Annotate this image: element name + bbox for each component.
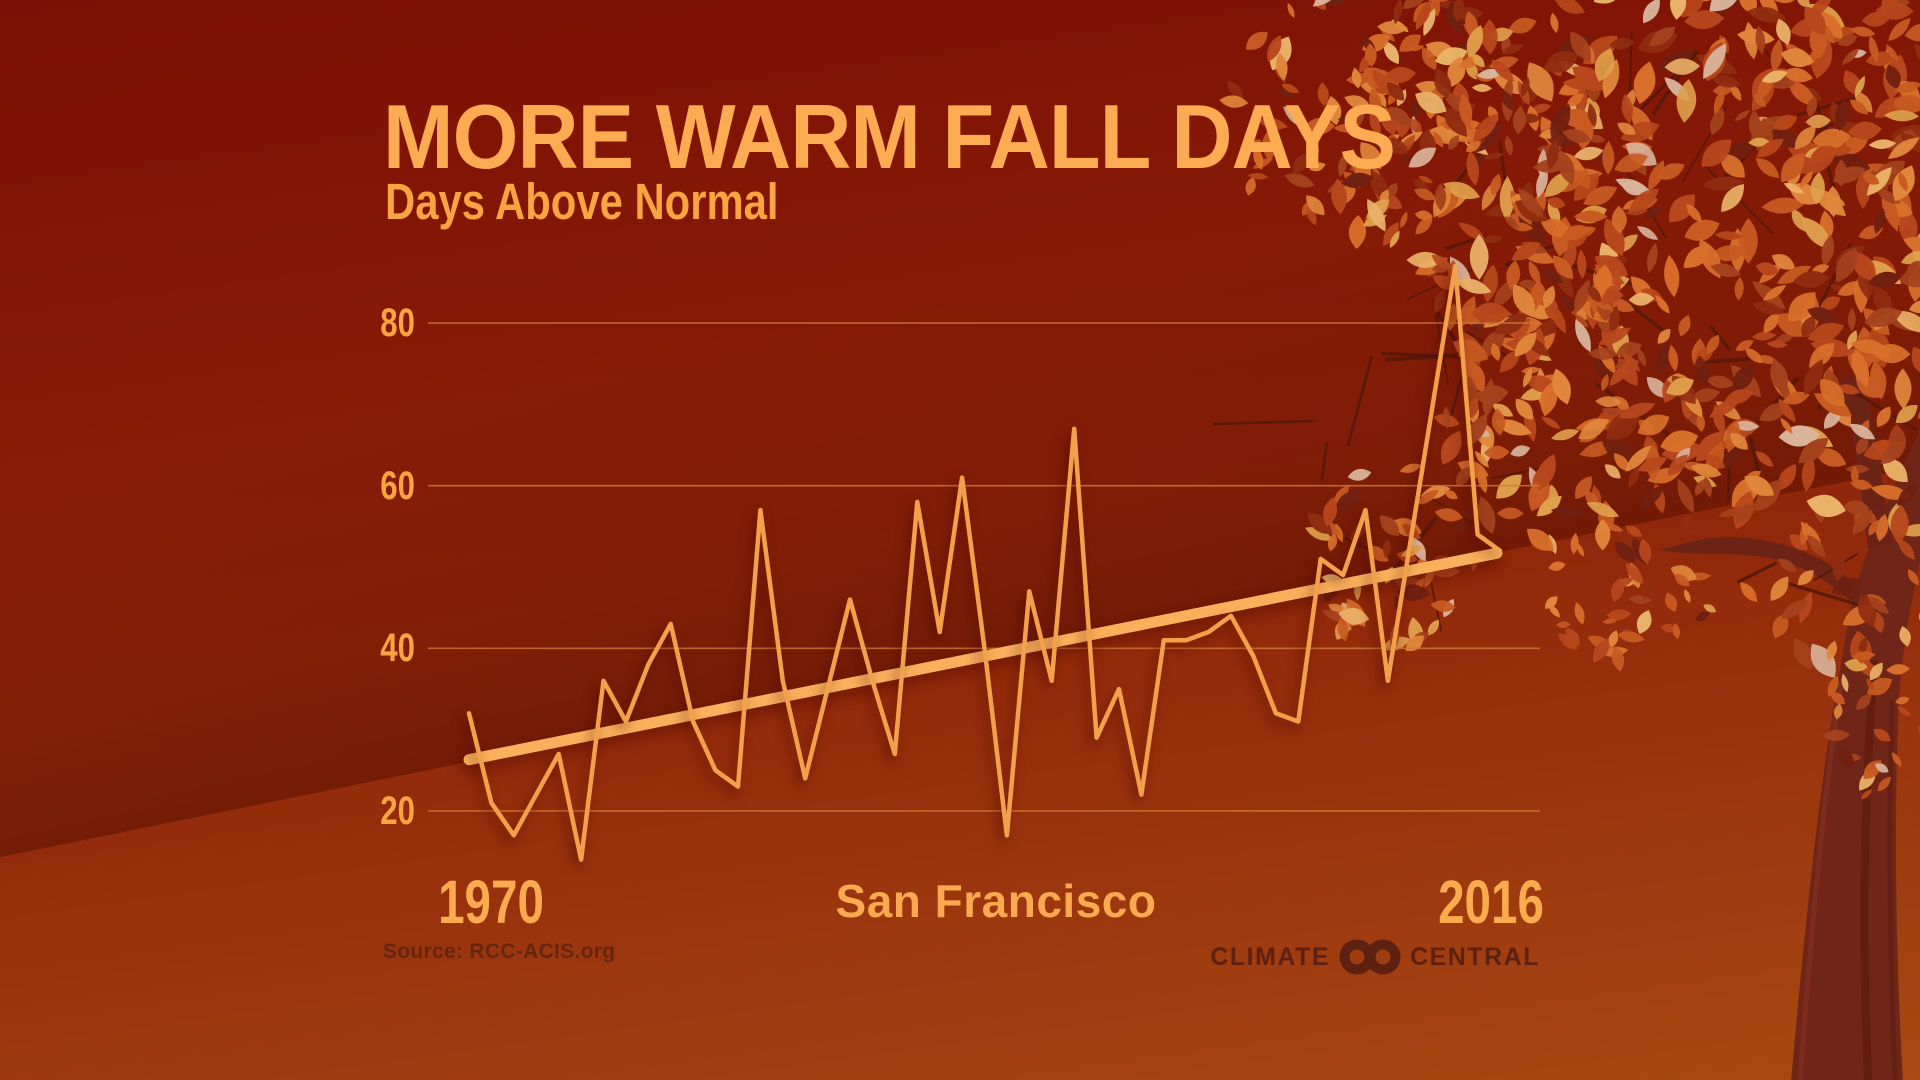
x-axis-start-year-label: 1970 [438,868,544,936]
page-subtitle: Days Above Normal [385,173,779,230]
logo-word-climate: CLIMATE [1210,942,1331,971]
page-title: MORE WARM FALL DAYS [383,87,1396,188]
interlocked-rings-icon [1339,939,1401,975]
data-line [466,263,1503,862]
x-axis-end-year-label: 2016 [1438,868,1544,936]
y-tick-label: 20 [380,788,415,833]
y-tick-label: 80 [380,301,415,346]
climate-central-logo: CLIMATE CENTRAL [1210,939,1540,975]
logo-word-central: CENTRAL [1410,942,1540,971]
tree-leaves [1219,0,1920,800]
y-tick-label: 60 [380,463,415,508]
gridlines [428,322,1540,812]
source-credit: Source: RCC-ACIS.org [383,940,616,963]
location-label: San Francisco [835,875,1157,927]
trend-line [463,547,1503,766]
y-tick-label: 40 [380,626,415,671]
